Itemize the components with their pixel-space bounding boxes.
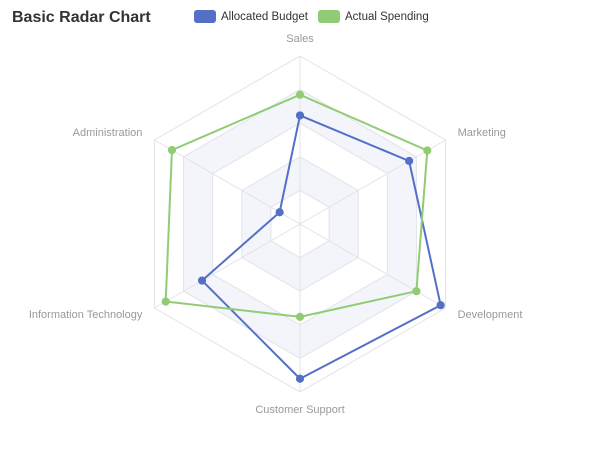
split-area-3	[212, 123, 388, 325]
axis-label-customer-support: Customer Support	[255, 404, 344, 416]
chart-title: Basic Radar Chart	[12, 9, 151, 26]
data-point-actual-spending-sales[interactable]	[295, 90, 305, 99]
axis-labels: Sales Marketing Development Customer Suppor…	[29, 33, 523, 416]
data-point-actual-spending-development[interactable]	[412, 287, 421, 296]
axis-line-information-technology	[154, 223, 301, 309]
axis-label-administration: Administration	[73, 127, 143, 139]
axis-line-administration	[154, 139, 301, 225]
data-point-actual-spending-information-technology[interactable]	[161, 297, 170, 306]
legend-swatch-actual-spending	[317, 10, 340, 23]
axis-lines	[154, 56, 446, 392]
data-point-actual-spending-customer-support[interactable]	[295, 312, 305, 321]
legend: Allocated Budget Actual Spending	[194, 10, 439, 23]
legend-label-actual-spending: Actual Spending	[344, 10, 429, 23]
axis-line-development	[299, 223, 446, 309]
split-area-2	[241, 156, 359, 292]
data-point-allocated-budget-customer-support[interactable]	[295, 374, 305, 383]
series-layer	[161, 90, 445, 383]
axis-line-marketing	[299, 139, 446, 225]
data-point-allocated-budget-information-technology[interactable]	[197, 276, 207, 285]
data-point-actual-spending-marketing[interactable]	[423, 146, 432, 155]
data-point-actual-spending-administration[interactable]	[167, 145, 177, 155]
data-point-allocated-budget-marketing[interactable]	[405, 156, 414, 166]
axis-label-sales: Sales	[286, 33, 314, 45]
legend-item-allocated-budget[interactable]: Allocated Budget	[194, 10, 308, 23]
data-point-allocated-budget-administration[interactable]	[275, 208, 284, 217]
axis-label-information-technology: Information Technology	[29, 309, 143, 321]
legend-item-actual-spending[interactable]: Actual Spending	[317, 10, 429, 23]
axis-label-marketing: Marketing	[458, 127, 506, 139]
legend-swatch-allocated-budget	[194, 10, 216, 23]
data-point-allocated-budget-development[interactable]	[436, 301, 445, 310]
axis-label-development: Development	[458, 309, 523, 321]
legend-label-allocated-budget: Allocated Budget	[221, 10, 308, 23]
data-point-allocated-budget-sales[interactable]	[295, 111, 305, 120]
